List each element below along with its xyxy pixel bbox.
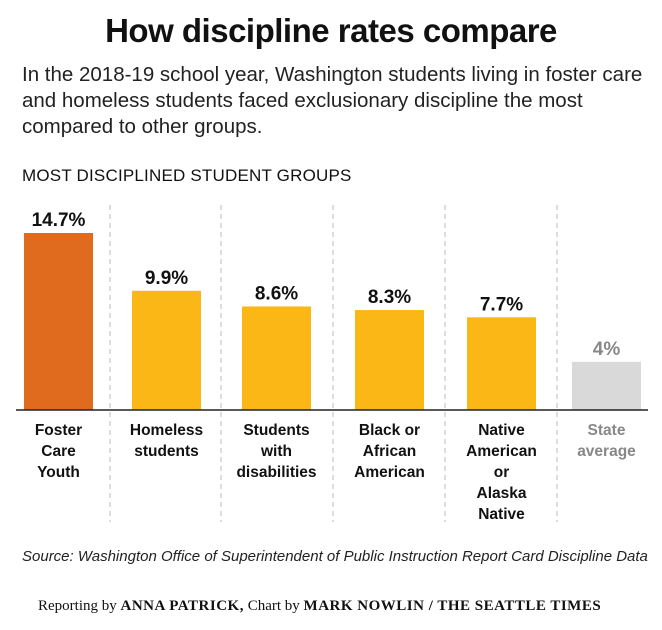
category-label: Alaska xyxy=(477,485,527,502)
credit-chart-author: MARK NOWLIN / THE SEATTLE TIMES xyxy=(303,598,602,614)
credit-reporter: ANNA PATRICK, xyxy=(120,598,244,614)
bar xyxy=(355,310,424,410)
value-label: 7.7% xyxy=(480,294,523,315)
bar xyxy=(24,233,93,410)
value-label: 8.3% xyxy=(368,287,411,308)
bar xyxy=(242,306,311,410)
source-note: Source: Washington Office of Superintend… xyxy=(22,548,648,565)
category-label: or xyxy=(494,464,510,481)
chart-title: How discipline rates compare xyxy=(105,12,557,49)
category-label: disabilities xyxy=(236,464,316,481)
category-label: Homeless xyxy=(130,422,203,439)
value-label: 14.7% xyxy=(32,210,86,231)
bar xyxy=(572,361,641,410)
category-label: Foster xyxy=(35,422,82,439)
bar xyxy=(467,317,536,410)
category-label: Youth xyxy=(37,464,80,481)
category-label: Care xyxy=(41,443,76,460)
value-label: 4% xyxy=(593,339,621,360)
category-label: with xyxy=(260,443,292,460)
credit-chart-prefix: Chart by xyxy=(243,598,304,614)
category-label: students xyxy=(134,443,199,460)
category-label: African xyxy=(363,443,416,460)
category-label: American xyxy=(354,464,425,481)
section-label: MOST DISCIPLINED STUDENT GROUPS xyxy=(22,166,352,185)
category-label: average xyxy=(577,443,636,460)
value-label: 9.9% xyxy=(145,268,188,289)
category-label: Native xyxy=(478,506,525,523)
category-label: American xyxy=(466,443,537,460)
credit-line: Reporting by ANNA PATRICK, Chart by MARK… xyxy=(38,598,601,615)
value-label: 8.6% xyxy=(255,283,298,304)
category-label: Students xyxy=(243,422,309,439)
category-label: Native xyxy=(478,422,525,439)
bar xyxy=(132,290,201,410)
category-label: State xyxy=(588,422,626,439)
category-label: Black or xyxy=(359,422,420,439)
credit-reporting-prefix: Reporting by xyxy=(38,598,121,614)
chart-subtitle: In the 2018-19 school year, Washington s… xyxy=(22,63,643,138)
